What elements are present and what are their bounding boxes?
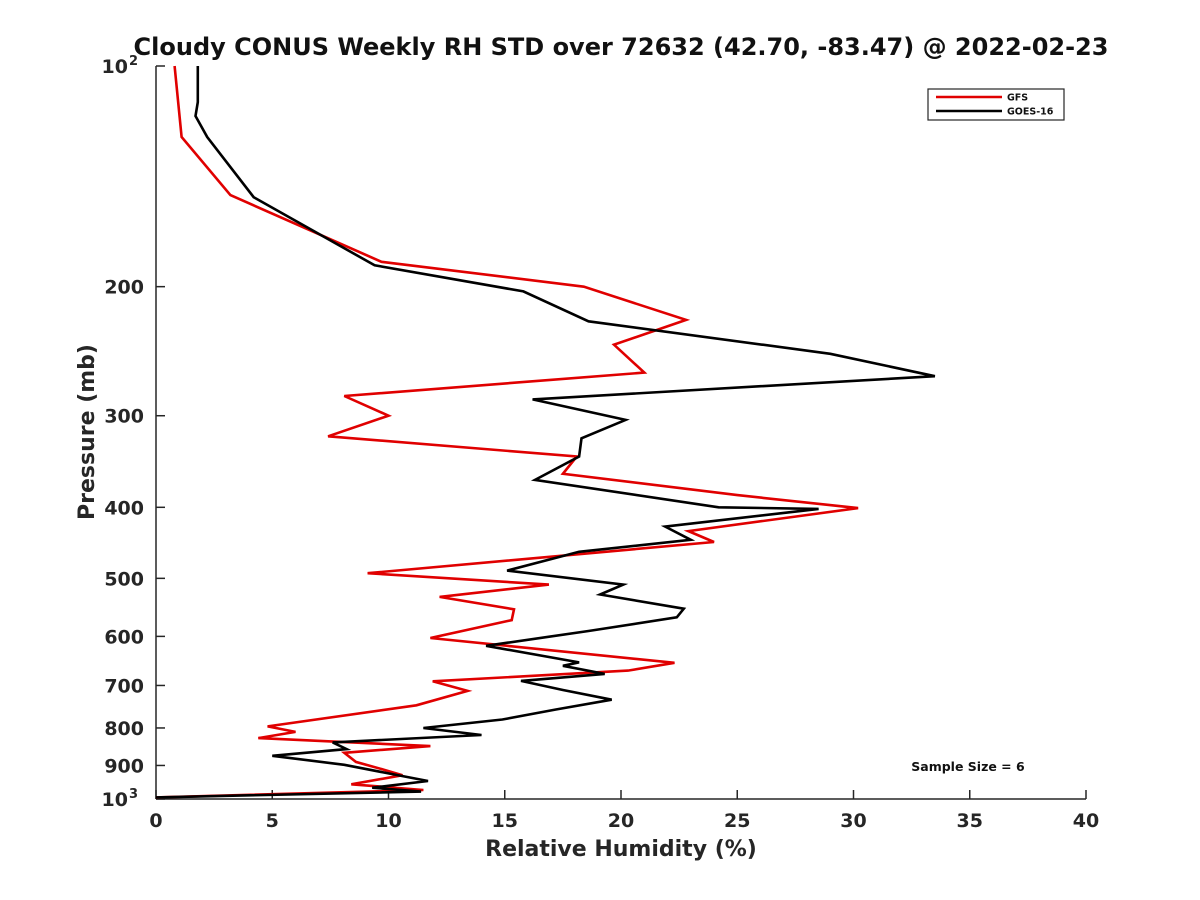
y-tick-label: 500	[104, 568, 144, 590]
legend-label-gfs: GFS	[1007, 93, 1028, 104]
y-axis-label: Pressure (mb)	[75, 344, 100, 520]
y-tick-label: 10	[102, 56, 128, 78]
chart-title: Cloudy CONUS Weekly RH STD over 72632 (4…	[134, 33, 1109, 61]
x-tick-label: 10	[375, 810, 401, 832]
legend-box	[927, 88, 1065, 121]
x-tick-label: 5	[266, 810, 279, 832]
legend-label-goes16: GOES-16	[1007, 107, 1054, 118]
series-layer	[155, 65, 936, 799]
legend: GFS GOES-16	[927, 88, 1065, 121]
x-tick-label: 15	[492, 810, 518, 832]
x-tick-label: 35	[957, 810, 983, 832]
x-tick-label: 25	[724, 810, 750, 832]
series-line-gfs	[155, 65, 859, 799]
y-tick-label: 600	[104, 626, 144, 648]
x-ticks: 0 5 10 15 20 25 30 35 40	[149, 790, 1099, 832]
y-tick-label-exponent: 3	[129, 787, 138, 802]
y-tick-label-exponent: 2	[129, 54, 138, 69]
y-tick-label-base: 10	[102, 789, 128, 811]
sample-size-annotation: Sample Size = 6	[911, 759, 1025, 774]
y-tick-label: 800	[104, 718, 144, 740]
y-tick-label-base: 10	[102, 56, 128, 78]
y-tick-label: 400	[104, 497, 144, 519]
x-axis-label: Relative Humidity (%)	[485, 837, 757, 862]
plot-area	[156, 66, 1086, 799]
y-tick-label: 900	[104, 755, 144, 777]
x-tick-label: 0	[149, 810, 162, 832]
x-tick-label: 20	[608, 810, 634, 832]
y-tick-label: 200	[104, 277, 144, 299]
x-tick-label: 30	[840, 810, 866, 832]
series-line-goes16	[155, 66, 936, 799]
y-tick-label: 10	[102, 789, 128, 811]
y-tick-label: 300	[104, 406, 144, 428]
x-tick-label: 40	[1073, 810, 1099, 832]
y-tick-label: 700	[104, 675, 144, 697]
